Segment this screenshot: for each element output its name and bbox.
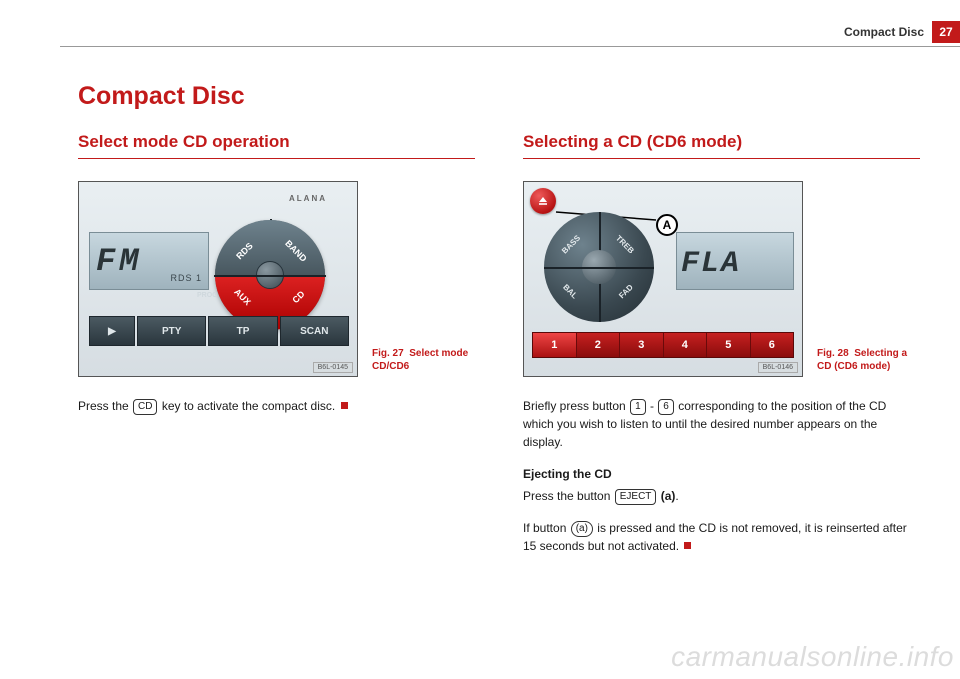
dial-label-bass: BASS xyxy=(560,233,582,255)
tone-dial: BASS TREB BAL FAD xyxy=(544,212,654,322)
preset-3: 3 xyxy=(620,333,664,357)
tp-button: TP xyxy=(208,316,277,346)
radio-brand: ALANA xyxy=(289,194,327,203)
figure-28: A BASS TREB BAL FAD FLA 1 2 3 4 5 xyxy=(523,181,803,377)
preset-2: 2 xyxy=(577,333,621,357)
preset-6: 6 xyxy=(751,333,794,357)
end-marker-icon xyxy=(341,402,348,409)
p2-pre: Press the button xyxy=(523,489,614,503)
left-para-post: key to activate the compact disc. xyxy=(158,399,335,413)
figure-27: ALANA FM RDS 1 RDS BAND AUX CD PROG ▶ xyxy=(78,181,358,377)
figure-27-caption: Fig. 27 Select mode CD/CD6 xyxy=(372,348,475,377)
dial-label-fad: FAD xyxy=(617,283,635,301)
cd-keycap: CD xyxy=(133,399,157,415)
preset-1: 1 xyxy=(533,333,577,357)
figure-28-caption: Fig. 28 Selecting a CD (CD6 mode) xyxy=(817,348,920,377)
lcd2-main: FLA xyxy=(681,247,741,281)
left-section-title: Select mode CD operation xyxy=(78,132,475,152)
figure-28-label: Fig. 28 xyxy=(817,348,849,359)
header-page-number: 27 xyxy=(932,21,960,43)
figure-28-row: A BASS TREB BAL FAD FLA 1 2 3 4 5 xyxy=(523,181,920,377)
keycap-eject: EJECT xyxy=(615,489,657,505)
header-rule xyxy=(60,46,960,47)
p2-end: . xyxy=(675,489,678,503)
right-body-text: Briefly press button 1 - 6 corresponding… xyxy=(523,397,920,555)
left-body-text: Press the CD key to activate the compact… xyxy=(78,397,475,415)
play-button: ▶ xyxy=(89,316,135,346)
right-column: Selecting a CD (CD6 mode) A BASS TREB xyxy=(523,132,920,569)
right-section-rule xyxy=(523,158,920,159)
lcd-display: FM RDS 1 xyxy=(89,232,209,290)
p1-pre: Briefly press button xyxy=(523,399,629,413)
keycap-a: (a) xyxy=(571,521,593,537)
lcd-sub: RDS 1 xyxy=(170,273,202,283)
lcd-main: FM xyxy=(96,243,142,280)
p1-mid: - xyxy=(647,399,658,413)
dial-label-treb: TREB xyxy=(614,234,636,256)
page-header: Compact Disc 27 xyxy=(760,21,960,43)
prog-label: PROG xyxy=(197,292,218,299)
left-para-pre: Press the xyxy=(78,399,132,413)
keycap-1: 1 xyxy=(630,399,646,415)
end-marker-icon xyxy=(684,542,691,549)
callout-a: A xyxy=(656,214,678,236)
left-column: Select mode CD operation ALANA FM RDS 1 … xyxy=(78,132,475,569)
preset-number-row: 1 2 3 4 5 6 xyxy=(532,332,794,358)
figure-27-label: Fig. 27 xyxy=(372,348,404,359)
figure-27-row: ALANA FM RDS 1 RDS BAND AUX CD PROG ▶ xyxy=(78,181,475,377)
right-section-title: Selecting a CD (CD6 mode) xyxy=(523,132,920,152)
button-row: ▶ PTY TP SCAN xyxy=(89,316,349,346)
pty-button: PTY xyxy=(137,316,206,346)
keycap-6: 6 xyxy=(658,399,674,415)
eject-icon xyxy=(537,195,549,207)
left-section-rule xyxy=(78,158,475,159)
p2-bold: (a) xyxy=(657,489,675,503)
eject-heading: Ejecting the CD xyxy=(523,465,920,483)
figure-28-tag: B6L-0146 xyxy=(758,362,798,373)
eject-button xyxy=(530,188,556,214)
figure-27-tag: B6L-0145 xyxy=(313,362,353,373)
preset-5: 5 xyxy=(707,333,751,357)
watermark: carmanualsonline.info xyxy=(671,641,954,673)
dial-label-bal: BAL xyxy=(561,283,579,301)
preset-4: 4 xyxy=(664,333,708,357)
p3-pre: If button xyxy=(523,521,570,535)
header-section: Compact Disc xyxy=(844,25,924,39)
mode-dial: RDS BAND AUX CD xyxy=(215,220,325,330)
scan-button: SCAN xyxy=(280,316,349,346)
lcd-display-right: FLA xyxy=(676,232,794,290)
chapter-title: Compact Disc xyxy=(78,82,245,111)
